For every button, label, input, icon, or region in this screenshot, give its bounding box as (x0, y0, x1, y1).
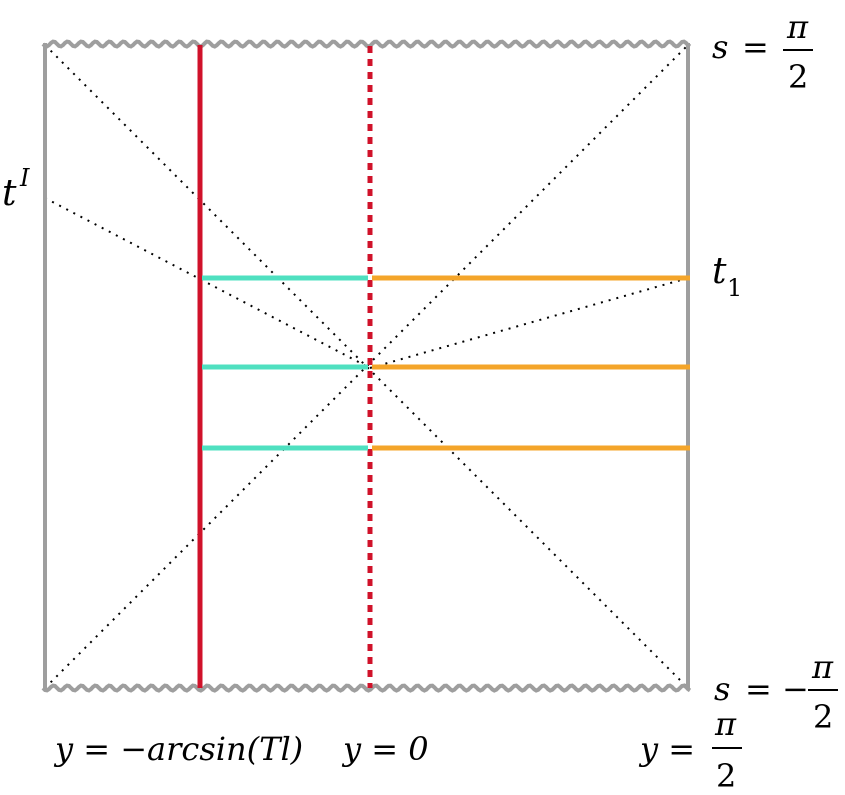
y-left-label: y = −arcsin(Tl) (53, 730, 303, 768)
bottom-eq-label: = − (745, 670, 809, 708)
y-right-pi-label: π (714, 705, 737, 743)
dotted-lines (44, 44, 689, 689)
tI-label: t (2, 173, 17, 214)
top-wavy-boundary (41, 39, 692, 49)
bottom-den-label: 2 (813, 698, 833, 736)
y-right-den-label: 2 (716, 757, 736, 795)
ray-to-t1 (369, 277, 689, 369)
bottom-pi-label: π (811, 648, 834, 686)
t1-subscript: 1 (727, 274, 742, 302)
bottom-s-label: s (714, 670, 730, 708)
top-eq-label: = (742, 28, 769, 66)
top-den-label: 2 (788, 58, 808, 96)
t1-label: t (712, 251, 727, 292)
bottom-wavy-boundary (41, 683, 692, 693)
ray-from-tI (44, 197, 371, 369)
cyan-segments (202, 275, 368, 451)
top-s-label: s (712, 28, 728, 66)
top-pi-label: π (786, 8, 809, 46)
y-zero-label: y = 0 (341, 730, 429, 768)
tI-superscript: I (19, 164, 30, 192)
y-right-label: y = (638, 730, 695, 768)
orange-segments (372, 275, 690, 451)
